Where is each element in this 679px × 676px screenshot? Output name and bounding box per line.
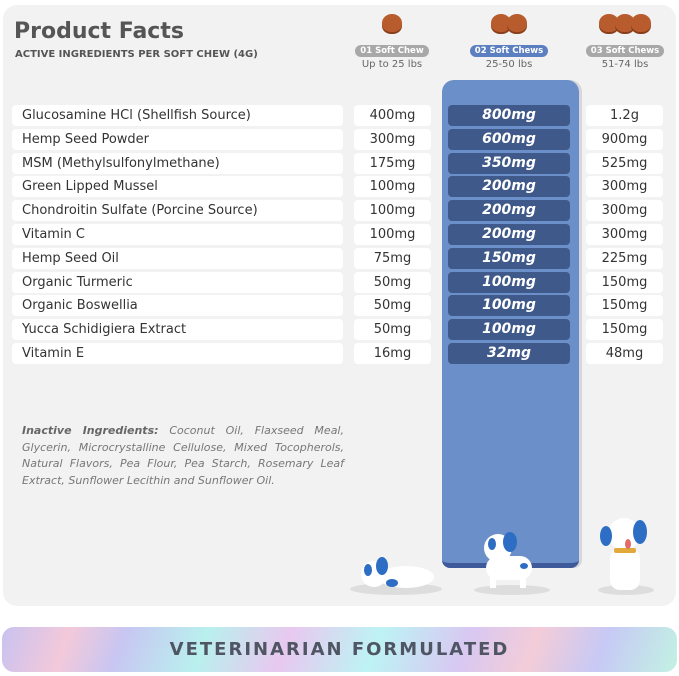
dose-2-value: 32mg xyxy=(448,343,570,364)
dose-3-value: 48mg xyxy=(586,343,663,364)
dose-2-value: 800mg xyxy=(448,105,570,126)
ingredient-name: Vitamin C xyxy=(12,224,343,245)
dose-label: 02 Soft Chews xyxy=(469,45,549,57)
dose-2-value: 350mg xyxy=(448,152,570,174)
dose-label: 01 Soft Chew xyxy=(355,45,429,57)
ingredient-name: Chondroitin Sulfate (Porcine Source) xyxy=(12,200,343,222)
dose-3-value: 150mg xyxy=(586,319,663,341)
weight-range: 51-74 lbs xyxy=(601,59,649,70)
dose-2-value: 100mg xyxy=(448,319,570,341)
chew-icon xyxy=(449,14,569,38)
veterinarian-formulated-banner: VETERINARIAN FORMULATED xyxy=(2,627,677,672)
dose-1-value: 50mg xyxy=(354,271,431,293)
dosage-column-header: 01 Soft Chew Up to 25 lbs xyxy=(332,14,452,70)
chew-icon xyxy=(332,14,452,38)
dose-2-value: 600mg xyxy=(448,128,570,150)
ingredient-name: Yucca Schidigiera Extract xyxy=(12,319,343,341)
dose-1-value: 75mg xyxy=(354,247,431,269)
dose-2-value: 100mg xyxy=(448,271,570,293)
dose-1-value: 50mg xyxy=(354,319,431,341)
dose-2-value: 200mg xyxy=(448,224,570,245)
dose-3-value: 300mg xyxy=(586,200,663,222)
dose-2-value: 150mg xyxy=(448,247,570,269)
weight-range: Up to 25 lbs xyxy=(361,59,423,70)
puppy-lying-illustration xyxy=(350,557,442,595)
dose-3-value: 225mg xyxy=(586,247,663,269)
dose-3-value: 300mg xyxy=(586,176,663,198)
ingredient-name: MSM (Methylsulfonylmethane) xyxy=(12,152,343,174)
ingredient-name: Hemp Seed Powder xyxy=(12,128,343,150)
dose-label: 03 Soft Chews xyxy=(585,45,665,57)
dose-1-value: 100mg xyxy=(354,200,431,222)
inactive-ingredients: Inactive Ingredients: Coconut Oil, Flaxs… xyxy=(22,424,344,487)
ingredient-name: Vitamin E xyxy=(12,343,343,364)
dose-1-value: 400mg xyxy=(354,105,431,126)
dose-3-value: 1.2g xyxy=(586,105,663,126)
dose-3-value: 900mg xyxy=(586,128,663,150)
dosage-column-header: 02 Soft Chews 25-50 lbs xyxy=(449,14,569,70)
dose-1-value: 50mg xyxy=(354,295,431,317)
page-subtitle: ACTIVE INGREDIENTS PER SOFT CHEW (4G) xyxy=(15,49,258,60)
weight-range: 25-50 lbs xyxy=(485,59,533,70)
chew-icon xyxy=(565,14,679,38)
dose-1-value: 175mg xyxy=(354,152,431,174)
ingredient-name: Organic Boswellia xyxy=(12,295,343,317)
ingredient-name: Organic Turmeric xyxy=(12,271,343,293)
dose-2-value: 100mg xyxy=(448,295,570,317)
dose-3-value: 300mg xyxy=(586,224,663,245)
dosage-column-header: 03 Soft Chews 51-74 lbs xyxy=(565,14,679,70)
dose-3-value: 150mg xyxy=(586,271,663,293)
puppy-walking-illustration xyxy=(474,532,550,595)
dose-1-value: 16mg xyxy=(354,343,431,364)
dose-2-value: 200mg xyxy=(448,200,570,222)
puppy-sitting-illustration xyxy=(598,518,654,595)
dose-3-value: 150mg xyxy=(586,295,663,317)
ingredient-name: Glucosamine HCl (Shellfish Source) xyxy=(12,105,343,126)
dose-1-value: 300mg xyxy=(354,128,431,150)
dose-2-value: 200mg xyxy=(448,176,570,198)
dose-3-value: 525mg xyxy=(586,152,663,174)
ingredient-name: Hemp Seed Oil xyxy=(12,247,343,269)
dose-1-value: 100mg xyxy=(354,176,431,198)
ingredient-name: Green Lipped Mussel xyxy=(12,176,343,198)
page-title: Product Facts xyxy=(14,19,184,44)
dose-1-value: 100mg xyxy=(354,224,431,245)
